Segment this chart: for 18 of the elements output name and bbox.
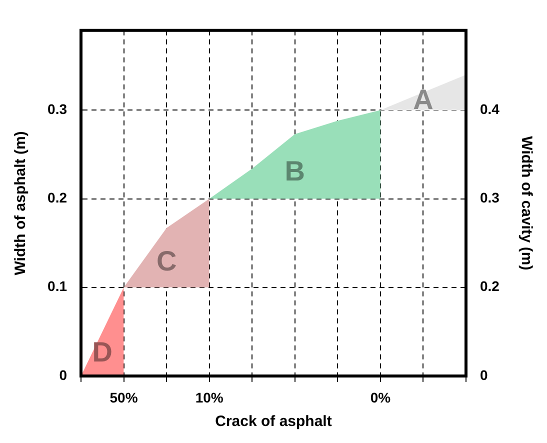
y2-tick-label: 0.4 — [480, 101, 500, 118]
y-axis-title: Width of asphalt (m) — [12, 131, 30, 276]
y-tick-label: 0 — [59, 366, 68, 383]
series-label: A — [413, 84, 434, 116]
series-label: D — [92, 336, 113, 368]
x-tick-label: 50% — [110, 389, 138, 406]
y2-tick-label: 0 — [480, 366, 488, 383]
y2-tick-label: 0.3 — [480, 190, 500, 206]
x-axis-title: Crack of asphalt — [215, 413, 332, 430]
y-tick-label: 0.1 — [48, 278, 68, 294]
y2-tick-label: 0.2 — [480, 278, 500, 294]
y2-axis-title: Width of cavity (m) — [518, 136, 535, 270]
series-label: B — [284, 155, 306, 186]
x-tick-label: 10% — [195, 389, 224, 406]
y-tick-label: 0.2 — [48, 190, 68, 206]
x-tick-label: 0% — [370, 389, 392, 406]
y-tick-label: 0.3 — [48, 101, 68, 118]
series-label: C — [156, 245, 177, 276]
